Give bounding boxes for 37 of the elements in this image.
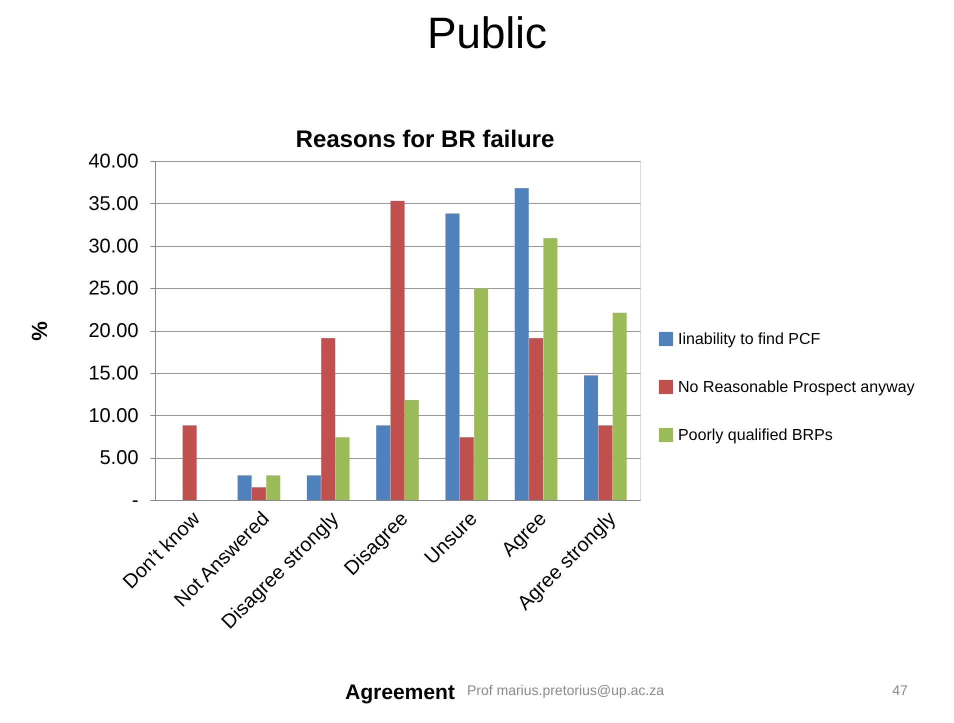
bar: [306, 475, 321, 500]
bar: [474, 288, 488, 500]
legend-label: Iinability to find PCF: [678, 331, 821, 348]
text: 47: [892, 682, 908, 698]
bar: [252, 487, 266, 500]
bar: [390, 200, 404, 500]
bar: [598, 425, 612, 500]
legend-label: No Reasonable Prospect anyway: [678, 379, 915, 396]
bar: [182, 425, 197, 500]
bar: [584, 375, 598, 500]
bar: [529, 338, 544, 500]
bar: [404, 400, 419, 500]
y-tick-label: 15.00: [88, 362, 138, 384]
y-tick-label: 30.00: [88, 235, 138, 258]
y-tick-label: 35.00: [88, 192, 138, 215]
x-axis-title: Agreement: [345, 681, 455, 704]
legend-label: Poorly qualified BRPs: [678, 427, 833, 444]
y-tick-label: 5.00: [100, 447, 138, 470]
bar: [543, 238, 558, 500]
y-tick-label: 40.00: [88, 150, 138, 172]
y-tick-label: 25.00: [88, 278, 138, 300]
bar: [514, 188, 529, 500]
bar: [336, 437, 350, 500]
bar: [445, 214, 460, 500]
bar: [376, 425, 390, 500]
bar: [238, 475, 252, 500]
y-tick-label: 10.00: [88, 404, 138, 427]
chart-subtitle: Reasons for BR failure: [296, 126, 554, 153]
bar: [460, 437, 474, 500]
y-axis-title: %: [27, 321, 52, 341]
text: Prof marius.pretorius@up.ac.za: [467, 682, 664, 698]
bar: [321, 338, 336, 500]
y-tick-label: 20.00: [88, 320, 138, 342]
y-tick-label: -: [132, 490, 138, 512]
bar: [266, 475, 280, 500]
chart-title: Public: [427, 9, 547, 58]
bar: [612, 312, 627, 500]
